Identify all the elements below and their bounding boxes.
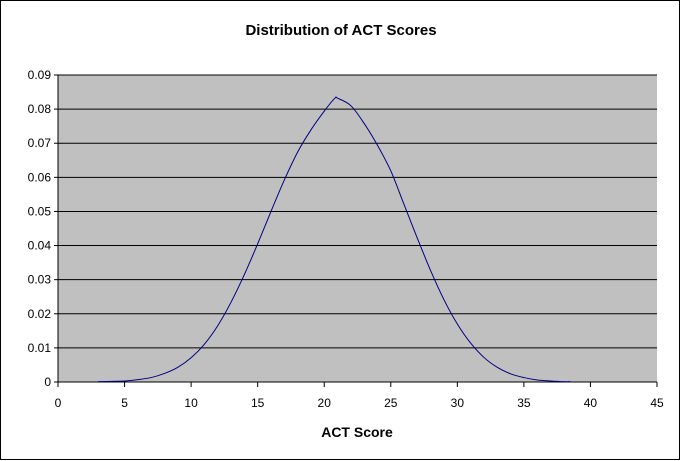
x-tick-label-6: 30 — [451, 396, 465, 410]
y-tick-label-3: 0.03 — [28, 273, 52, 287]
x-tick-label-8: 40 — [584, 396, 598, 410]
x-tick-label-1: 5 — [121, 396, 128, 410]
x-tick-label-5: 25 — [384, 396, 398, 410]
gridlines — [57, 74, 657, 383]
x-tick-label-4: 20 — [318, 396, 332, 410]
x-tick-label-0: 0 — [55, 396, 62, 410]
x-tick-label-2: 10 — [184, 396, 198, 410]
x-axis-title: ACT Score — [321, 424, 393, 440]
x-tick-label-7: 35 — [517, 396, 531, 410]
y-tick-label-6: 0.06 — [28, 170, 52, 184]
y-tick-label-2: 0.02 — [28, 307, 52, 321]
x-tick-label-3: 15 — [251, 396, 265, 410]
y-tick-label-8: 0.08 — [28, 102, 52, 116]
y-tick-label-9: 0.09 — [28, 68, 52, 82]
y-tick-label-5: 0.05 — [28, 204, 52, 218]
x-axis-ticks: 0 5 10 15 20 25 30 35 40 45 — [55, 382, 664, 410]
y-tick-label-1: 0.01 — [28, 341, 52, 355]
series-line — [97, 96, 571, 383]
plot-area — [58, 75, 657, 382]
chart-title: Distribution of ACT Scores — [245, 22, 436, 39]
y-tick-label-0: 0 — [44, 375, 51, 389]
y-tick-label-7: 0.07 — [28, 136, 52, 150]
y-tick-label-4: 0.04 — [28, 239, 52, 253]
y-axis-ticks: 0 0.01 0.02 0.03 0.04 0.05 0.06 0.07 0.08 0.09 — [28, 68, 58, 389]
x-tick-label-9: 45 — [650, 396, 664, 410]
